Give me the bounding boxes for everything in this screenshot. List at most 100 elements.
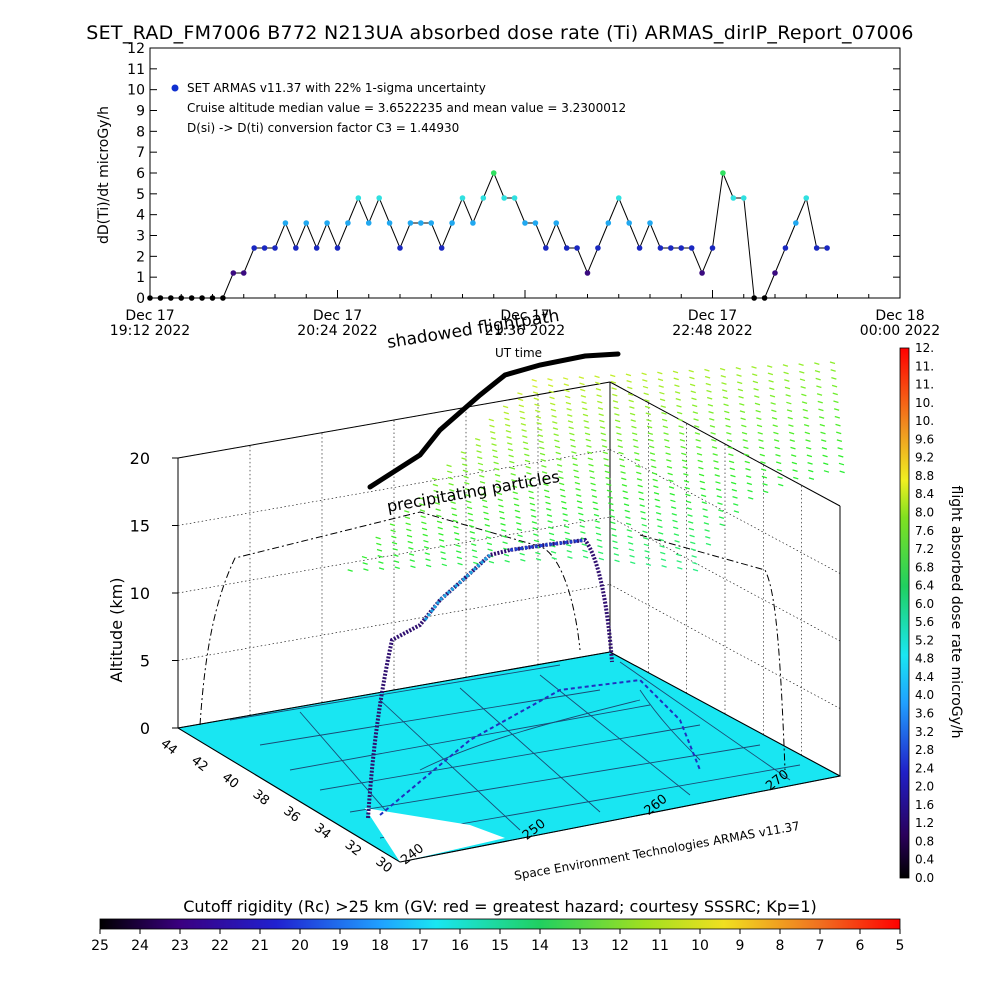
particle-mark [510,472,516,476]
particle-mark [706,396,713,400]
particle-mark [448,482,454,486]
particle-mark [833,400,839,404]
particle-mark [549,538,555,542]
series-line [150,171,828,299]
particle-mark [705,382,711,386]
particle-mark [728,460,735,464]
particle-mark [689,376,695,380]
particle-mark [542,477,548,481]
particle-mark [486,536,492,539]
x-tick-label-day: Dec 18 [875,308,924,324]
particle-mark [688,520,694,524]
series-point [240,270,247,276]
particle-mark [726,439,733,442]
particle-mark [673,377,679,381]
particle-mark [645,563,652,566]
particle-mark [512,491,518,495]
particle-mark [595,381,601,385]
particle-mark [573,475,580,479]
particle-mark [719,367,726,371]
series-point [532,220,539,226]
particle-mark [566,549,572,553]
y-tick-label: 9 [136,104,145,120]
particle-mark [509,460,515,464]
particle-mark [437,526,443,530]
particle-mark [494,473,501,477]
particle-mark [693,418,699,421]
altitude-axis-ticks: 0 5 10 15 20 [130,449,178,738]
particle-mark [537,428,543,431]
particle-mark [790,446,796,450]
series-point [459,195,466,201]
particle-mark [533,533,539,537]
dose-tick-label: 7.6 [915,524,934,538]
particle-mark [532,527,538,531]
particle-mark [802,408,808,412]
particle-mark [527,484,533,488]
particle-mark [449,495,456,498]
particle-mark [604,464,610,467]
particle-mark [578,518,585,522]
particle-mark [455,550,462,554]
particle-mark [452,519,458,523]
particle-mark [464,488,471,491]
series-point [574,245,580,251]
particle-mark [625,516,631,519]
particle-mark [391,535,397,539]
particle-mark [675,553,682,557]
particle-mark [578,512,584,516]
particle-mark [703,522,710,525]
cutoff-tick-label: 14 [531,938,549,954]
particle-mark [724,417,731,421]
particle-mark [782,364,789,367]
particle-mark [703,515,709,518]
series-point [376,195,382,201]
particle-mark [737,381,743,385]
particle-mark [700,494,707,498]
particle-mark [511,485,518,489]
particle-mark [628,399,634,403]
particle-mark [389,523,396,527]
particle-mark [567,414,573,417]
dose-tick-label: 6.4 [915,579,934,593]
particle-mark [468,518,474,522]
gridline [177,449,611,526]
particle-mark [441,563,448,567]
particle-mark [791,461,798,465]
altitude-tick-label: 15 [130,517,150,536]
cutoff-tick-label: 12 [611,938,629,954]
particle-mark [705,535,711,539]
particle-mark [554,439,560,443]
series-point [428,220,435,226]
particle-mark [798,363,804,366]
particle-mark [660,551,666,555]
particle-mark [819,423,826,427]
particle-mark [725,424,731,428]
y-tick-label: 0 [136,291,145,307]
particle-mark [627,386,633,390]
particle-mark [496,486,502,489]
particle-mark [823,470,830,473]
particle-mark [799,370,805,374]
altitude-tick-label: 0 [140,719,150,738]
particle-mark [418,496,424,500]
particle-mark [644,399,650,402]
gridline [609,449,841,574]
particle-mark [646,425,653,429]
particle-mark [520,558,526,562]
particle-mark [623,496,629,500]
particle-mark [584,432,591,436]
particle-mark [814,370,821,373]
particle-mark [666,465,673,469]
particle-mark [762,483,768,486]
particle-mark [539,446,545,450]
x-axis-label-ut-time: UT time [495,346,542,360]
particle-mark [596,538,602,542]
particle-mark [558,476,564,480]
particle-mark [562,513,568,516]
particle-mark [504,559,510,563]
particle-mark [705,542,712,546]
cutoff-colorbar-gradient [99,918,901,930]
series-point [282,220,289,226]
particle-mark [406,534,413,538]
